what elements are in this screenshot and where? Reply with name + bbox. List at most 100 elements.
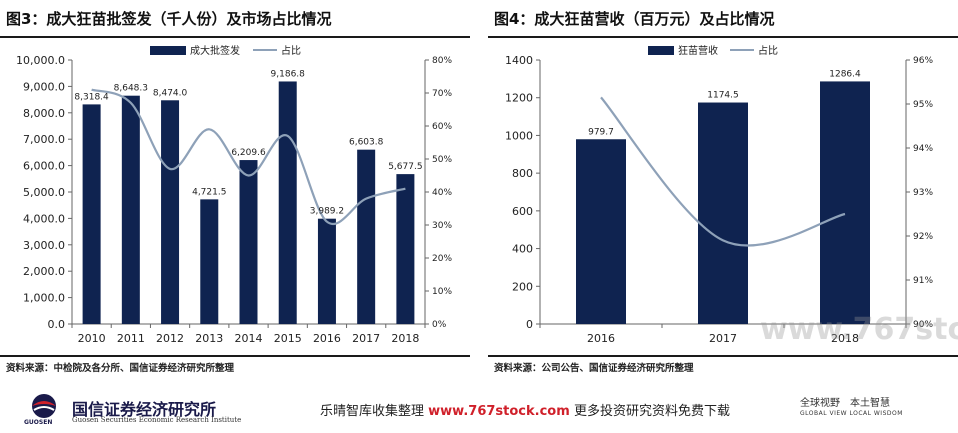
bar: [239, 160, 258, 324]
left-chart-source: 资料来源：中检院及各分所、国信证券经济研究所整理: [6, 363, 235, 374]
x-tick-label: 2018: [391, 332, 419, 345]
left-source-divider: [0, 355, 470, 357]
right-y-tick-label: 93%: [913, 188, 933, 198]
right-chart-panel: 图4：成大狂苗营收（百万元）及占比情况 0 200 400 600 800 1000 120…: [488, 0, 958, 380]
bar-value-label: 4,721.5: [192, 187, 226, 197]
left-y-tick-label: 200: [512, 280, 533, 293]
right-chart-title: 图4：成大狂苗营收（百万元）及占比情况: [494, 10, 775, 28]
bar-value-label: 979.7: [588, 127, 614, 137]
promo-prefix: 乐晴智库收集整理: [320, 404, 425, 419]
right-y-tick-label: 94%: [913, 144, 933, 154]
bar: [278, 81, 297, 324]
left-y-tick-label: 3,000.0: [23, 239, 65, 252]
promo-suffix: 更多投资研究资料免费下载: [573, 404, 730, 419]
legend-line-label: 占比: [281, 44, 301, 57]
bar-value-label: 5,677.5: [388, 162, 422, 172]
right-y-tick-label: 10%: [432, 287, 452, 297]
page-footer: GUOSEN 国信证券经济研究所 Guosen Securities Econo…: [0, 388, 958, 433]
legend-bar-label: 成大批签发: [190, 44, 240, 57]
bar-value-label: 9,186.8: [271, 69, 306, 79]
right-title-divider: [488, 36, 958, 38]
left-y-tick-label: 400: [512, 243, 533, 256]
right-y-tick-label: 95%: [913, 100, 933, 110]
logo-abbreviation: GUOSEN: [24, 419, 53, 426]
x-tick-label: 2014: [235, 332, 263, 345]
bar: [396, 174, 415, 324]
bar-value-label: 3,989.2: [310, 207, 344, 217]
bar: [820, 81, 870, 324]
bar: [317, 218, 336, 324]
right-y-tick-label: 60%: [432, 122, 452, 132]
right-y-tick-label: 92%: [913, 232, 933, 242]
x-tick-label: 2011: [117, 332, 145, 345]
right-chart: 0 200 400 600 800 1000 1200 1400 90% 91% 92% 93% 94%…: [505, 44, 933, 345]
left-y-tick-label: 9,000.0: [23, 80, 65, 93]
x-tick-label: 2017: [709, 332, 737, 345]
bar: [200, 199, 219, 324]
right-y-tick-label: 96%: [913, 56, 933, 66]
right-y-tick-label: 30%: [432, 221, 452, 231]
bar-value-label: 8,318.4: [74, 92, 109, 102]
bar-value-label: 6,209.6: [231, 148, 266, 158]
promo-url-link[interactable]: www.767stock.com: [428, 404, 570, 419]
x-tick-label: 2015: [274, 332, 302, 345]
slogan-subtitle: GLOBAL VIEW LOCAL WISDOM: [800, 410, 903, 417]
bar: [576, 139, 626, 324]
bar-value-label: 1174.5: [707, 91, 739, 101]
right-y-tick-label: 91%: [913, 276, 933, 286]
guosen-logo-icon: [32, 394, 56, 418]
bar-value-label: 8,474.0: [153, 88, 188, 98]
bar: [121, 95, 140, 324]
watermark-text: www.767stock.com: [760, 312, 958, 347]
left-y-tick-label: 1000: [505, 129, 533, 142]
right-y-tick-label: 90%: [913, 320, 933, 330]
bar: [698, 102, 748, 324]
right-y-tick-label: 20%: [432, 254, 452, 264]
left-y-tick-label: 8,000.0: [23, 107, 65, 120]
left-y-tick-label: 5,000.0: [23, 186, 65, 199]
promo-banner: 乐晴智库收集整理 www.767stock.com 更多投资研究资料免费下载: [320, 400, 730, 419]
x-tick-label: 2016: [587, 332, 615, 345]
left-chart-title: 图3：成大狂苗批签发（千人份）及市场占比情况: [6, 10, 332, 28]
x-tick-label: 2012: [156, 332, 184, 345]
left-y-tick-label: 1400: [505, 54, 533, 67]
bar-value-label: 6,603.8: [349, 138, 384, 148]
x-tick-label: 2017: [352, 332, 380, 345]
legend-bar-swatch: [150, 46, 186, 55]
left-y-tick-label: 4,000.0: [23, 212, 65, 225]
right-y-tick-label: 40%: [432, 188, 452, 198]
left-y-tick-label: 800: [512, 167, 533, 180]
x-tick-label: 2018: [831, 332, 859, 345]
left-y-tick-label: 6,000.0: [23, 160, 65, 173]
left-y-tick-label: 1,000.0: [23, 292, 65, 305]
x-tick-label: 2010: [78, 332, 106, 345]
left-y-tick-label: 10,000.0: [16, 54, 65, 67]
share-line: [91, 88, 406, 226]
right-y-tick-label: 0%: [432, 320, 447, 330]
bar: [82, 104, 101, 324]
left-title-divider: [0, 36, 470, 38]
slogan: 全球视野 本土智慧: [800, 398, 890, 409]
left-y-tick-label: 600: [512, 205, 533, 218]
left-y-tick-label: 0.0: [48, 318, 66, 331]
logo-name: 国信证券经济研究所: [72, 400, 217, 419]
left-chart: 0.0 1,000.0 2,000.0 3,000.0 4,000.0 5,000.0 6,…: [16, 44, 452, 345]
bar-value-label: 8,648.3: [114, 84, 148, 94]
x-tick-label: 2013: [195, 332, 223, 345]
legend-bar-swatch: [648, 46, 674, 55]
right-y-tick-label: 70%: [432, 89, 452, 99]
legend-line-label: 占比: [758, 44, 778, 57]
left-y-tick-label: 7,000.0: [23, 133, 65, 146]
right-y-tick-label: 50%: [432, 155, 452, 165]
left-chart-panel: 图3：成大狂苗批签发（千人份）及市场占比情况 0.0 1,000.0 2,000.0…: [0, 0, 470, 380]
right-y-tick-label: 80%: [432, 56, 452, 66]
left-y-tick-label: 2,000.0: [23, 265, 65, 278]
right-chart-source: 资料来源：公司公告、国信证券经济研究所整理: [494, 363, 694, 374]
legend-bar-label: 狂苗营收: [678, 44, 718, 57]
right-source-divider: [488, 355, 958, 357]
bar-value-label: 1286.4: [829, 69, 861, 79]
bar: [357, 149, 376, 324]
share-line: [600, 96, 846, 247]
left-y-tick-label: 0: [526, 318, 533, 331]
left-y-tick-label: 1200: [505, 92, 533, 105]
